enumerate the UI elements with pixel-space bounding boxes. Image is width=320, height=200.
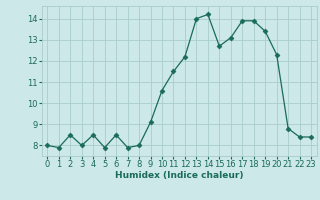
X-axis label: Humidex (Indice chaleur): Humidex (Indice chaleur) bbox=[115, 171, 244, 180]
